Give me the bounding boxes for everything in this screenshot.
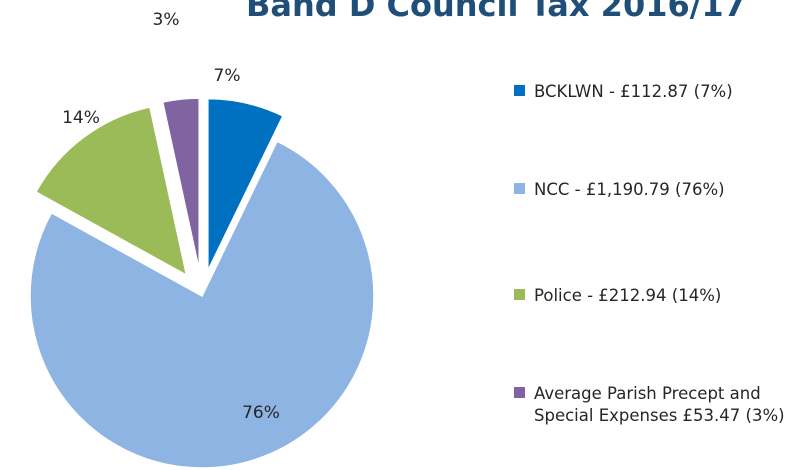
legend-label-3: Police - £212.94 (14%) (534, 286, 722, 305)
pie-slice-4 (161, 97, 200, 271)
data-label-4: 3% (153, 10, 180, 30)
legend-label-1: BCKLWN - £112.87 (7%) (534, 82, 733, 101)
data-label-3: 14% (62, 108, 100, 128)
legend-label-2: NCC - £1,190.79 (76%) (534, 180, 725, 199)
legend-swatch-3 (514, 289, 525, 300)
data-label-1: 7% (214, 66, 241, 86)
data-label-2: 76% (242, 403, 280, 423)
pie-slice-1 (207, 97, 284, 271)
legend-item-4: Average Parish Precept and Special Expen… (514, 383, 792, 427)
legend-swatch-2 (514, 183, 525, 194)
pie-slice-2 (29, 140, 375, 469)
pie-slice-3 (34, 106, 188, 277)
legend-label-4: Average Parish Precept and Special Expen… (534, 384, 785, 425)
legend-item-1: BCKLWN - £112.87 (7%) (514, 81, 792, 103)
legend-item-2: NCC - £1,190.79 (76%) (514, 179, 792, 201)
legend-swatch-1 (514, 85, 525, 96)
legend-item-3: Police - £212.94 (14%) (514, 285, 792, 307)
legend-swatch-4 (514, 387, 525, 398)
chart-title: Band D Council Tax 2016/17 (246, 0, 746, 24)
